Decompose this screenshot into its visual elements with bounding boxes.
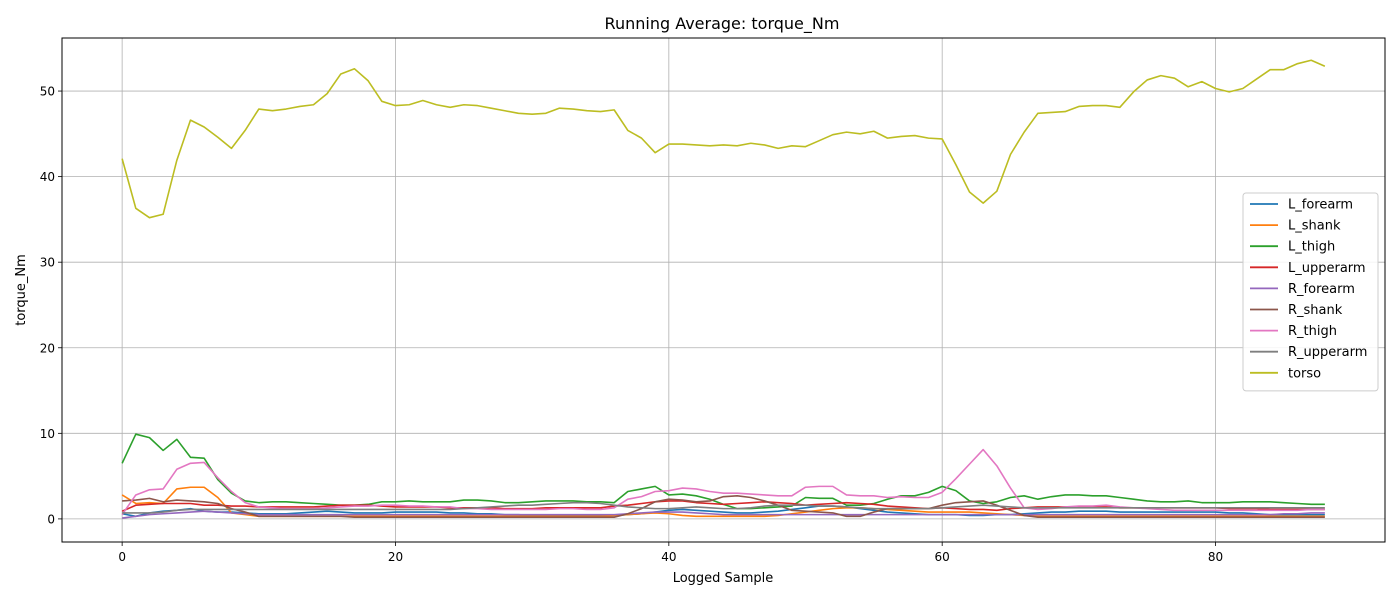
legend-label-R_forearm: R_forearm xyxy=(1288,282,1355,297)
legend-label-R_thigh: R_thigh xyxy=(1288,324,1337,339)
series-line-R_shank xyxy=(122,494,1325,518)
plot-frame xyxy=(61,37,1386,543)
x-tick-label: 80 xyxy=(1208,550,1223,564)
y-tick-label: 10 xyxy=(40,427,55,441)
legend: L_forearm L_shank L_thigh L_upperarm R_forea… xyxy=(1242,192,1379,392)
grid xyxy=(62,38,1385,542)
legend-label-R_shank: R_shank xyxy=(1288,303,1343,318)
axis-ticks: 0 20 40 60 80 0 10 20 30 40 50 xyxy=(40,85,1223,564)
x-tick-label: 60 xyxy=(935,550,950,564)
y-tick-label: 0 xyxy=(47,512,55,526)
legend-label-torso: torso xyxy=(1288,366,1321,381)
legend-box xyxy=(1242,192,1379,392)
x-axis-label: Logged Sample xyxy=(673,571,774,586)
legend-label-L_shank: L_shank xyxy=(1288,219,1341,234)
legend-label-R_upperarm: R_upperarm xyxy=(1288,345,1367,360)
y-tick-label: 20 xyxy=(40,341,55,355)
legend-label-L_thigh: L_thigh xyxy=(1288,240,1335,255)
legend-label-L_forearm: L_forearm xyxy=(1288,198,1353,213)
x-tick-label: 0 xyxy=(118,550,126,564)
x-tick-label: 20 xyxy=(388,550,403,564)
series-line-R_upperarm xyxy=(122,501,1325,514)
y-axis-label: torque_Nm xyxy=(14,254,29,326)
series-layer xyxy=(121,59,1326,519)
series-line-L_forearm xyxy=(121,505,1325,518)
y-tick-label: 50 xyxy=(40,85,55,99)
x-tick-label: 40 xyxy=(661,550,676,564)
series-line-R_forearm xyxy=(122,510,1325,519)
legend-label-L_upperarm: L_upperarm xyxy=(1288,261,1366,276)
series-line-torso xyxy=(121,59,1326,219)
chart-title: Running Average: torque_Nm xyxy=(605,14,840,34)
y-tick-label: 40 xyxy=(40,170,55,184)
y-tick-label: 30 xyxy=(40,256,55,270)
